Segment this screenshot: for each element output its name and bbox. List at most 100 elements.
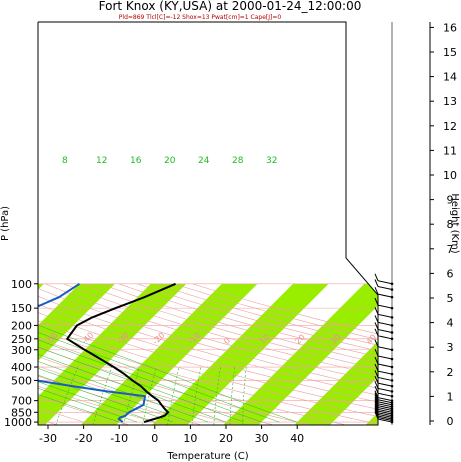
height-tick-label: 7 xyxy=(447,243,454,256)
moist-adiabat xyxy=(38,325,120,423)
moist-adiabat xyxy=(38,325,155,423)
temperature-line xyxy=(66,282,176,424)
mixing-ratio-line xyxy=(142,366,157,425)
dry-adiabat xyxy=(63,283,378,425)
isotherm-band xyxy=(151,283,329,425)
x-tick-label: -30 xyxy=(39,432,57,445)
wind-barb-flag xyxy=(374,322,379,330)
height-tick-label: 12 xyxy=(443,120,457,133)
x-tick-label: 40 xyxy=(290,432,304,445)
x-axis: -30 -20 -10 0 10 20 30 40 xyxy=(39,425,304,445)
height-tick-label: 2 xyxy=(447,366,454,379)
height-tick-label: 4 xyxy=(447,317,454,330)
wind-barb-staff xyxy=(377,280,393,285)
plot-area: -60 -50 -40 -30 -20 -10 0 10 20 30 40 508 12 16 20 24 28… xyxy=(38,156,414,425)
wind-barb-staff xyxy=(377,355,393,360)
height-tick-label: 1 xyxy=(447,390,454,403)
wind-barb-flag xyxy=(374,396,379,404)
dry-adiabat xyxy=(38,283,378,425)
dry-adiabat xyxy=(38,283,378,425)
mixing-ratio-label: 32 xyxy=(266,156,277,166)
dewpoint-line xyxy=(38,282,147,423)
wind-barb-staff xyxy=(377,370,393,375)
wind-barb-staff xyxy=(377,399,393,404)
wind-barb-staff xyxy=(377,286,393,290)
wind-barb-staff xyxy=(377,387,393,392)
wind-barb-staff xyxy=(377,413,393,418)
wind-barb-staff xyxy=(377,417,393,422)
wind-barb-flag xyxy=(374,400,379,408)
wind-barb-staff xyxy=(377,418,393,423)
wind-barb-flag xyxy=(374,394,379,402)
plot-frame xyxy=(37,21,379,426)
wind-barb-flag xyxy=(374,405,379,413)
wind-barb-flag xyxy=(374,402,379,410)
x-tick-label: 10 xyxy=(183,432,197,445)
moist-adiabat xyxy=(38,325,138,423)
mixing-ratio-label: 20 xyxy=(164,156,176,166)
moist-adiabat xyxy=(38,325,244,423)
y-tick-label: 100 xyxy=(11,278,32,291)
y-tick-label: 500 xyxy=(11,374,32,387)
moist-adiabat xyxy=(38,325,227,423)
isotherm-band xyxy=(38,283,116,425)
wind-barb-staff xyxy=(377,408,393,413)
wind-barb-flag xyxy=(374,375,379,384)
isotherm-band xyxy=(294,283,378,425)
dry-adiabat xyxy=(81,283,378,425)
wind-barb-staff xyxy=(377,293,393,298)
x-tick-label: -10 xyxy=(110,432,128,445)
wind-barb-flag xyxy=(374,286,379,295)
x-tick-label: 0 xyxy=(151,432,158,445)
mixing-ratio-label: 16 xyxy=(130,156,142,166)
x-tick-label: 20 xyxy=(219,432,233,445)
wind-barbs xyxy=(374,273,394,424)
height-tick-label: 10 xyxy=(443,169,457,182)
height-tick-label: 11 xyxy=(443,144,457,157)
chart-title: Fort Knox (KY,USA) at 2000-01-24_12:00:0… xyxy=(99,0,362,13)
dry-adiabat xyxy=(38,283,347,425)
y-tick-label: 850 xyxy=(11,406,32,419)
wind-barb-staff xyxy=(377,313,393,318)
moist-adiabat xyxy=(38,325,209,423)
dry-adiabat xyxy=(38,283,378,425)
wind-barb-flag xyxy=(374,411,379,420)
dry-adiabat xyxy=(38,283,130,425)
mixing-ratio-line xyxy=(167,366,180,425)
wind-barb-staff xyxy=(377,328,393,333)
dry-adiabat xyxy=(137,283,378,425)
height-tick-label: 13 xyxy=(443,95,457,108)
wind-barb-staff xyxy=(377,412,393,417)
x-axis-title: Temperature (C) xyxy=(166,451,248,462)
x-tick-label: -20 xyxy=(75,432,93,445)
x-tick-label: 30 xyxy=(255,432,269,445)
y-tick-label: 150 xyxy=(11,302,32,315)
wind-barb-flag xyxy=(374,381,379,389)
wind-barb-staff xyxy=(377,410,393,415)
wind-barb-staff xyxy=(377,321,393,326)
wind-barb-flag xyxy=(374,363,379,372)
wind-barb-flag xyxy=(374,315,379,323)
height-tick-label: 0 xyxy=(447,415,454,428)
wind-barb-flag xyxy=(374,390,379,398)
y-tick-label: 250 xyxy=(11,333,32,346)
mixing-ratio-labels: 8 12 16 20 24 28 32 xyxy=(62,156,277,166)
wind-barb-flag xyxy=(374,370,379,378)
mixing-ratio-label: 28 xyxy=(232,156,244,166)
moist-adiabat xyxy=(38,325,173,423)
wind-barb-flag xyxy=(374,385,379,394)
wind-barb-flag xyxy=(374,398,379,406)
moist-adiabat xyxy=(38,325,298,423)
moist-adiabat xyxy=(38,325,262,423)
wind-barb-flag xyxy=(374,348,379,357)
wind-barb-staff xyxy=(377,407,393,412)
wind-barb-flag xyxy=(374,339,379,347)
height-tick-label: 8 xyxy=(447,218,454,231)
moist-adiabat xyxy=(38,325,280,423)
wind-barb-staff xyxy=(377,403,393,408)
height-axis-title: Height (Km) xyxy=(449,193,460,253)
isotherm-label: 50 xyxy=(400,333,414,347)
height-tick-label: 15 xyxy=(443,46,457,59)
